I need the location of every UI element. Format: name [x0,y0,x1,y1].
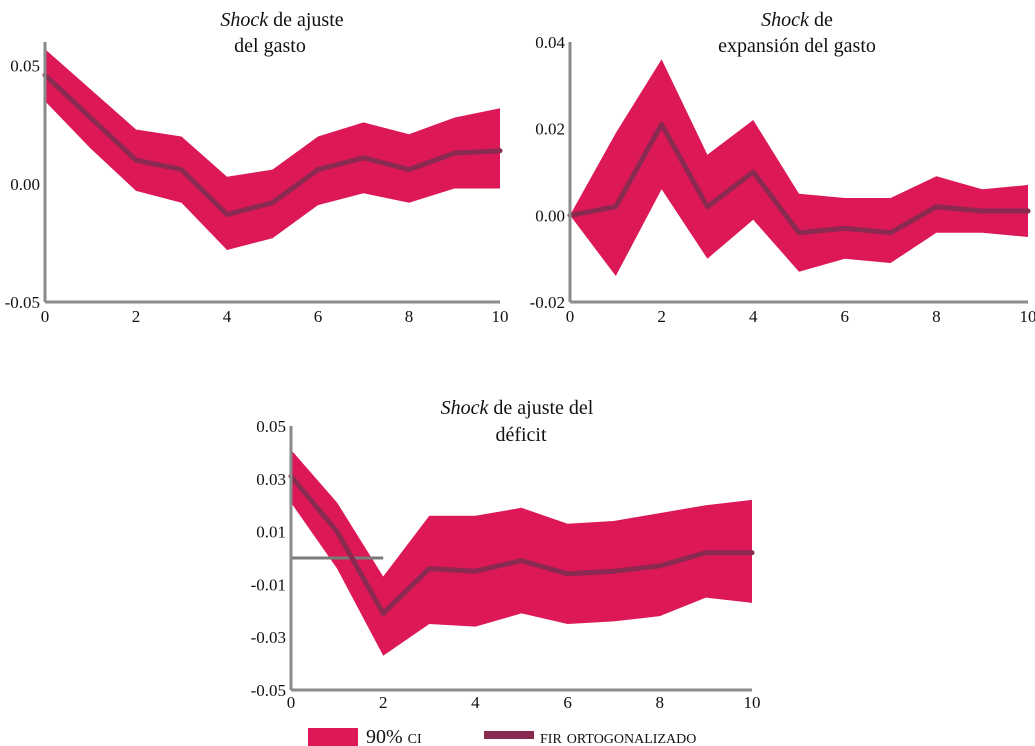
title-rest: de [809,9,833,31]
y-tick-label: 0.03 [256,470,286,489]
legend-label-band: 90% ci [366,726,422,746]
x-tick-label: 0 [287,693,296,712]
title-italic: Shock [761,9,810,31]
x-tick-label: 2 [379,693,388,712]
x-tick-label: 8 [932,307,941,326]
y-tick-label: -0.05 [5,293,40,312]
irf-line [567,121,1031,236]
x-tick-label: 4 [223,307,232,326]
y-tick-label: 0.00 [535,206,565,225]
legend: 90% ci fir ortogonalizado [308,726,696,746]
panel-title-line1: Shock de ajuste del [441,397,594,419]
panel-title-line1: Shock de [761,9,833,31]
y-tick-label: 0.05 [10,57,40,76]
x-tick-label: 10 [744,693,761,712]
x-tick-label: 6 [563,693,572,712]
y-tick-label: -0.03 [251,628,286,647]
title-italic: Shock [220,9,269,31]
irf-line [42,72,503,217]
x-tick-label: 6 [841,307,850,326]
panel-title-line2: déficit [495,424,547,446]
x-tick-label: 8 [405,307,414,326]
title-rest: de ajuste del [488,397,593,419]
panel-title-line1: Shock de ajuste [220,9,343,31]
x-tick-label: 10 [492,307,509,326]
panel-deficit-adjustment: Shock de ajuste del déficit 0.05 0.03 0.01… [251,397,761,712]
x-tick-label: 4 [749,307,758,326]
legend-label-line: fir ortogonalizado [540,726,696,746]
x-tick-label: 10 [1020,307,1035,326]
x-tick-label: 0 [566,307,575,326]
legend-swatch-line [484,731,534,739]
y-tick-label: -0.05 [251,681,286,700]
x-tick-label: 2 [132,307,141,326]
x-tick-label: 0 [41,307,50,326]
x-tick-label: 8 [656,693,665,712]
panel-spending-adjustment: Shock de ajuste del gasto 0.05 0.00 -0.050… [5,9,509,326]
y-tick-label: 0.01 [256,523,286,542]
panel-spending-expansion: Shock de expansión del gasto 0.04 0.02 0.0… [530,9,1035,326]
y-tick-label: 0.04 [535,33,565,52]
x-tick-label: 4 [471,693,480,712]
y-tick-label: 0.05 [256,417,286,436]
y-tick-label: 0.02 [535,120,565,139]
y-tick-label: 0.00 [10,175,40,194]
x-tick-label: 6 [314,307,323,326]
ci-band [45,49,500,250]
y-tick-label: -0.01 [251,575,286,594]
irf-line [288,473,755,616]
panel-title-line2: del gasto [234,35,306,57]
x-tick-label: 2 [657,307,666,326]
title-rest: de ajuste [268,9,344,31]
title-italic: Shock [441,397,490,419]
legend-swatch-band [308,728,358,746]
panel-title-line2: expansión del gasto [718,35,876,57]
ci-band [291,449,752,656]
y-tick-label: -0.02 [530,293,565,312]
